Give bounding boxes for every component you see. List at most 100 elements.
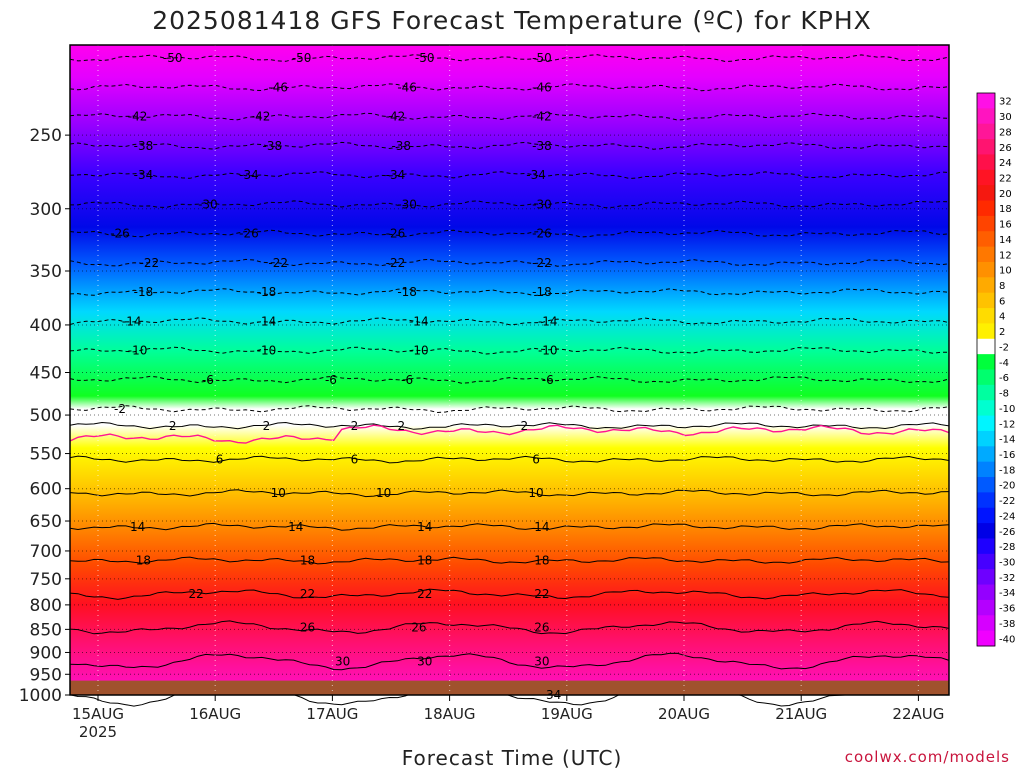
contour-label: 18 <box>136 553 151 567</box>
freezing-line <box>69 424 950 444</box>
contour-label: -10 <box>538 344 558 358</box>
colorbar-swatch <box>977 630 995 647</box>
contour-label: 6 <box>216 452 224 466</box>
contour-label: 10 <box>376 486 391 500</box>
contour-label: -42 <box>251 110 271 124</box>
chart-title: 2025081418 GFS Forecast Temperature (ºC)… <box>152 6 872 35</box>
colorbar-label: 24 <box>999 158 1012 169</box>
contour-label: 18 <box>417 553 432 567</box>
contour-label: 22 <box>300 587 315 601</box>
contour-label: -46 <box>532 80 552 94</box>
colorbar-label: -10 <box>999 404 1015 415</box>
plot-area: -50 -50 -50 -50 -46 -46 -46 -42 -42 -42 -42 -38 -38 -… <box>69 44 950 707</box>
colorbar-swatch <box>977 169 995 186</box>
contour-line <box>69 141 950 150</box>
colorbar-swatch <box>977 123 995 140</box>
credit-link[interactable]: coolwx.com/models <box>844 748 1010 766</box>
contour-label: -38 <box>532 139 552 153</box>
contour-label: 14 <box>288 520 303 534</box>
y-tick-label: 900 <box>30 643 62 663</box>
colorbar-swatch <box>977 415 995 432</box>
y-tick-label: 350 <box>30 262 62 282</box>
contour-label: -46 <box>268 80 288 94</box>
contour-label: -18 <box>134 285 154 299</box>
contour-label: -34 <box>134 168 154 182</box>
colorbar-label: 18 <box>999 204 1012 215</box>
colorbar-swatch <box>977 308 995 324</box>
colorbar-swatch <box>977 215 995 232</box>
colorbar-swatch <box>977 507 995 524</box>
colorbar-label: 10 <box>999 266 1012 277</box>
y-tick-label: 650 <box>30 512 62 532</box>
y-tick-label: 600 <box>30 480 62 500</box>
contour-label: 2 <box>521 419 529 433</box>
x-tick-label: 18AUG <box>424 705 476 723</box>
contour-label: -50 <box>532 51 552 65</box>
contour-line <box>70 200 950 209</box>
x-tick-label: 22AUG <box>892 705 944 723</box>
x-axis-label: Forecast Time (UTC) <box>401 746 623 770</box>
colorbar-swatch <box>977 93 995 109</box>
colorbar-swatch <box>977 185 995 202</box>
contour-line <box>69 83 950 92</box>
colorbar-label: -18 <box>999 465 1015 476</box>
colorbar-frame <box>976 92 996 647</box>
colorbar-swatch <box>977 400 995 417</box>
colorbar-label: -40 <box>999 634 1015 645</box>
y-tick-label: 850 <box>30 620 62 640</box>
colorbar-swatch <box>977 553 995 570</box>
y-tick-label: 250 <box>30 126 62 146</box>
temperature-field <box>70 45 949 695</box>
contour-label: 14 <box>130 520 145 534</box>
colorbar-swatch <box>977 277 995 294</box>
y-tick-label: 300 <box>30 200 62 220</box>
contour-label: -26 <box>239 227 259 241</box>
contour-label: -22 <box>139 256 159 270</box>
x-tick-label: 15AUG <box>72 705 124 723</box>
contour-label: -34 <box>386 168 406 182</box>
contour-label: -14 <box>409 314 429 328</box>
colorbar-label: -12 <box>999 419 1015 430</box>
colorbar-swatch <box>977 231 995 248</box>
contour-label: -46 <box>397 80 417 94</box>
contour-label: 2 <box>351 419 359 433</box>
colorbar-label: -2 <box>999 342 1009 353</box>
contour-label: -14 <box>257 314 277 328</box>
colorbar-swatch <box>977 154 995 171</box>
colorbar-label: 20 <box>999 189 1012 200</box>
contour-line <box>69 421 950 430</box>
contour-line <box>69 112 950 121</box>
colorbar-swatch <box>977 108 995 125</box>
colorbar-label: 8 <box>999 281 1005 292</box>
colorbar-label: 6 <box>999 296 1005 307</box>
contour-label: -50 <box>292 51 312 65</box>
contour-label: -30 <box>198 197 218 211</box>
colorbar-label: 28 <box>999 127 1012 138</box>
colorbar-swatch <box>977 338 995 355</box>
colorbar-label: -38 <box>999 619 1015 630</box>
contour-label: -14 <box>122 314 142 328</box>
contour-label: -18 <box>257 285 277 299</box>
contour-label: -42 <box>386 110 406 124</box>
contour-label: 26 <box>300 621 315 635</box>
colorbar-label: 4 <box>999 312 1005 323</box>
colorbar-swatch <box>977 569 995 586</box>
contour-label: 10 <box>528 486 543 500</box>
contour-label: 6 <box>532 452 540 466</box>
terrain-fill <box>70 680 949 695</box>
contour-label: -22 <box>268 256 288 270</box>
colorbar-swatch <box>977 584 995 601</box>
contour-label: -50 <box>163 51 183 65</box>
colorbar-label: -32 <box>999 573 1015 584</box>
contour-label: 18 <box>534 553 549 567</box>
contour-line <box>69 258 950 267</box>
contour-label: -2 <box>114 402 126 416</box>
y-tick-label: 750 <box>30 570 62 590</box>
y-tick-label: 400 <box>30 316 62 336</box>
contour-label: -26 <box>386 227 406 241</box>
contour-label: 30 <box>335 654 350 668</box>
contour-label: 26 <box>534 621 549 635</box>
colorbar-swatch <box>977 139 995 155</box>
contour-label: -26 <box>110 227 130 241</box>
